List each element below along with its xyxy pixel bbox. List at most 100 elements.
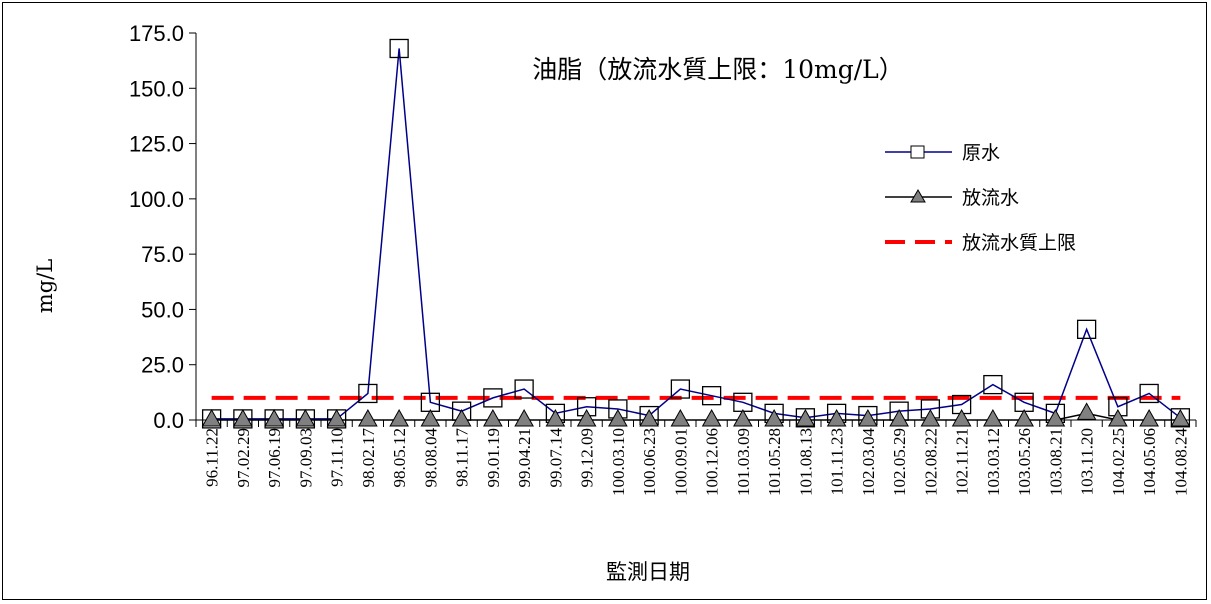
raw-water-point xyxy=(358,383,378,404)
x-tick-label: 99.01.19 xyxy=(484,428,503,488)
effluent-point xyxy=(733,408,753,427)
raw-water-point xyxy=(514,379,534,399)
x-axis-label: 監測日期 xyxy=(606,560,690,584)
raw-water-point xyxy=(983,374,1003,395)
y-tick-label: 150.0 xyxy=(129,76,184,101)
effluent-point xyxy=(514,408,534,427)
legend-label-raw-water: 原水 xyxy=(962,142,1000,164)
y-tick-label: 125.0 xyxy=(129,132,184,157)
y-axis-ticks: 0.0 25.0 50.0 75.0 100.0 125.0 150.0 175.0 xyxy=(129,21,196,433)
effluent-point xyxy=(889,408,909,427)
legend-label-limit: 放流水質上限 xyxy=(962,232,1076,254)
x-tick-label: 99.07.14 xyxy=(546,428,565,488)
x-tick-label: 98.05.12 xyxy=(390,428,409,488)
x-tick-label: 101.08.13 xyxy=(796,428,815,496)
effluent-point xyxy=(701,408,722,427)
effluent-point xyxy=(1139,408,1159,427)
series-group xyxy=(201,38,1191,429)
effluent-point xyxy=(389,408,409,427)
x-tick-label: 99.12.09 xyxy=(578,428,597,488)
effluent-point xyxy=(1076,402,1097,420)
x-tick-label: 100.06.23 xyxy=(640,428,659,496)
raw-water-point xyxy=(670,379,691,399)
effluent-point xyxy=(420,408,441,427)
x-tick-label: 98.11.17 xyxy=(453,428,472,487)
x-tick-label: 97.02.29 xyxy=(234,428,253,488)
effluent-point xyxy=(983,408,1003,427)
effluent-point xyxy=(201,408,222,427)
effluent-point xyxy=(670,408,691,427)
legend-marker-triangle xyxy=(910,189,926,203)
effluent-point xyxy=(920,408,941,427)
x-tick-label: 104.08.24 xyxy=(1171,428,1190,497)
x-tick-label: 98.08.04 xyxy=(421,428,440,488)
effluent-point xyxy=(233,408,253,427)
x-tick-label: 103.03.12 xyxy=(984,428,1003,496)
effluent-point xyxy=(858,408,878,427)
effluent-point xyxy=(1108,408,1128,427)
effluent-point xyxy=(295,408,316,427)
x-tick-label: 104.02.25 xyxy=(1109,428,1128,496)
x-tick-label: 103.05.26 xyxy=(1015,428,1034,496)
x-tick-label: 101.05.28 xyxy=(765,428,784,496)
x-tick-label: 102.05.29 xyxy=(890,428,909,496)
y-tick-label: 75.0 xyxy=(141,242,184,267)
effluent-point xyxy=(451,408,472,427)
x-tick-label: 100.03.10 xyxy=(609,428,628,496)
axes xyxy=(195,33,1196,421)
raw-water-point xyxy=(389,38,409,59)
effluent-point xyxy=(576,408,597,427)
x-tick-label: 102.11.21 xyxy=(953,428,972,495)
legend: 原水 放流水 放流水質上限 xyxy=(885,142,1076,254)
y-tick-label: 100.0 xyxy=(129,187,184,212)
effluent-point xyxy=(795,408,816,427)
x-tick-label: 102.08.22 xyxy=(921,428,940,496)
raw-water-point xyxy=(1170,408,1191,428)
effluent-point xyxy=(1014,408,1034,427)
legend-label-effluent: 放流水 xyxy=(962,187,1019,209)
x-tick-label: 103.08.21 xyxy=(1046,428,1065,496)
effluent-point xyxy=(326,408,347,427)
effluent-point xyxy=(545,408,566,427)
effluent-point xyxy=(1045,408,1066,427)
x-tick-label: 104.05.06 xyxy=(1140,428,1159,496)
raw-water-point xyxy=(795,408,816,428)
raw-water-point xyxy=(1139,383,1159,404)
y-tick-label: 25.0 xyxy=(141,353,184,378)
raw-water-point xyxy=(483,388,503,408)
x-axis-ticks: 96.11.22 97.02.29 97.06.19 97.09.03 97.11.10… xyxy=(195,420,1197,497)
effluent-point xyxy=(1170,408,1191,427)
x-tick-label: 96.11.22 xyxy=(203,428,222,487)
x-tick-label: 99.04.21 xyxy=(515,428,534,488)
effluent-point xyxy=(483,408,503,427)
y-tick-label: 175.0 xyxy=(129,21,184,46)
effluent-point xyxy=(951,408,972,427)
x-tick-label: 103.11.20 xyxy=(1078,428,1097,495)
x-tick-label: 101.11.23 xyxy=(828,428,847,495)
x-tick-label: 101.03.09 xyxy=(734,428,753,496)
x-tick-label: 100.09.01 xyxy=(671,428,690,496)
x-tick-label: 97.09.03 xyxy=(296,428,315,488)
effluent-point xyxy=(826,408,847,427)
effluent-point xyxy=(639,408,659,427)
y-tick-label: 50.0 xyxy=(141,297,184,322)
x-tick-label: 100.12.06 xyxy=(703,428,722,496)
y-tick-label: 0.0 xyxy=(153,408,184,433)
effluent-point xyxy=(264,408,284,427)
legend-marker-square xyxy=(910,145,925,159)
x-tick-label: 98.02.17 xyxy=(359,428,378,488)
effluent-point xyxy=(764,408,784,427)
raw-water-point xyxy=(1076,319,1097,339)
x-tick-label: 97.06.19 xyxy=(265,428,284,488)
effluent-point xyxy=(608,408,628,427)
series-line-raw-water xyxy=(211,48,1181,420)
x-tick-label: 97.11.10 xyxy=(328,428,347,487)
chart-title: 油脂（放流水質上限：10mg/L） xyxy=(532,55,904,84)
effluent-point xyxy=(358,408,378,427)
y-axis-label: mg/L xyxy=(33,259,57,313)
series-line-effluent xyxy=(211,412,1181,421)
raw-water-point xyxy=(701,386,722,406)
x-tick-label: 102.03.04 xyxy=(859,428,878,497)
